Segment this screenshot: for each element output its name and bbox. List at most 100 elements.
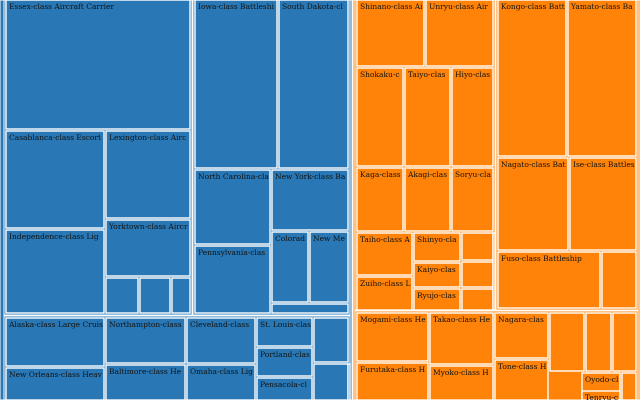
treemap-tile-label: North Carolina-cla: [198, 172, 269, 181]
treemap-tile[interactable]: [549, 312, 585, 372]
treemap-tile-label: Yorktown-class Aircr: [108, 222, 188, 231]
treemap-tile[interactable]: [497, 0, 567, 157]
treemap-tile[interactable]: [105, 317, 186, 364]
treemap-tile[interactable]: [621, 372, 637, 400]
treemap-tile[interactable]: [105, 130, 191, 219]
treemap-tile[interactable]: [356, 362, 429, 400]
treemap-tile[interactable]: [356, 312, 429, 362]
treemap-tile-label: New Me: [313, 234, 345, 243]
treemap-tile[interactable]: [5, 130, 105, 229]
treemap-tile-label: New York-class Ba: [275, 172, 346, 181]
treemap-tile[interactable]: [567, 0, 637, 157]
treemap-tile-label: Tone-class H: [498, 362, 547, 371]
treemap-tile-label: Tenryu-c: [585, 393, 618, 400]
treemap-tile-label: Cleveland-class: [190, 320, 249, 329]
treemap-tile-label: Pensacola-cl: [260, 380, 308, 389]
treemap-tile-label: Kaga-class: [360, 170, 401, 179]
treemap-tile[interactable]: [356, 276, 413, 311]
treemap-tile-label: Shinano-class Ai: [360, 2, 423, 11]
treemap-tile[interactable]: [429, 365, 494, 400]
treemap-tile-label: Ryujo-clas: [417, 291, 456, 300]
treemap-tile[interactable]: [194, 169, 271, 245]
treemap-tile[interactable]: [461, 261, 494, 288]
treemap-tile[interactable]: [271, 169, 349, 231]
treemap-tile-label: Yamato-class Ba: [570, 2, 633, 11]
treemap-tile-label: Ise-class Battles: [573, 160, 635, 169]
treemap-tile[interactable]: [271, 231, 309, 303]
treemap-tile[interactable]: [194, 0, 278, 169]
treemap-tile[interactable]: [413, 262, 461, 288]
treemap-tile-label: South Dakota-cl: [282, 2, 343, 11]
treemap-tile-label: Myoko-class H: [433, 368, 489, 377]
treemap-tile-label: Essex-class Aircraft Carrier: [9, 2, 114, 11]
treemap-tile[interactable]: [5, 367, 105, 400]
treemap-tile-label: Oyodo-cl: [585, 375, 619, 384]
treemap-tile-label: Takao-class He: [433, 315, 491, 324]
treemap-tile[interactable]: [404, 167, 451, 232]
treemap-tile[interactable]: [105, 277, 139, 314]
treemap-tile[interactable]: [256, 377, 313, 400]
treemap-tile-label: Iowa-class Battleshi: [198, 2, 275, 11]
treemap-tile[interactable]: [356, 67, 404, 167]
treemap-tile[interactable]: [313, 363, 349, 400]
treemap-tile[interactable]: [451, 67, 494, 167]
treemap-tile-label: Soryu-cla: [455, 170, 491, 179]
treemap-tile[interactable]: [492, 232, 496, 311]
treemap-tile[interactable]: [425, 0, 494, 67]
treemap-tile[interactable]: [186, 364, 256, 400]
treemap-tile[interactable]: [278, 0, 349, 169]
treemap-tile[interactable]: [186, 317, 256, 364]
treemap-tile-label: Fuso-class Battleship: [501, 254, 582, 263]
treemap-tile[interactable]: [601, 251, 637, 309]
treemap-tile[interactable]: [497, 157, 569, 251]
treemap-tile[interactable]: [461, 288, 494, 311]
treemap-tile[interactable]: [105, 364, 186, 400]
treemap-tile-label: Hiyo-clas: [455, 70, 490, 79]
treemap-tile[interactable]: [413, 288, 461, 311]
treemap-tile[interactable]: [313, 317, 349, 363]
treemap-tile[interactable]: [5, 0, 191, 130]
treemap-tile[interactable]: [256, 347, 313, 377]
treemap-tile-label: Zuiho-class L: [360, 279, 410, 288]
treemap-tile[interactable]: [347, 363, 351, 400]
treemap-tile-label: Taiyo-clas: [408, 70, 446, 79]
treemap-tile[interactable]: [429, 312, 494, 365]
treemap-tile[interactable]: [497, 251, 601, 309]
treemap-tile[interactable]: [194, 245, 271, 314]
treemap-tile[interactable]: [139, 277, 171, 314]
treemap-tile-label: Kaiyo-clas: [417, 265, 456, 274]
treemap-tile-label: Unryu-class Air: [429, 2, 488, 11]
treemap-tile-label: Nagato-class Bat: [501, 160, 566, 169]
treemap-tile[interactable]: [612, 312, 637, 372]
treemap-tile-label: St. Louis-clas: [260, 320, 311, 329]
treemap-tile[interactable]: [494, 312, 549, 359]
treemap-tile-label: Omaha-class Lig: [190, 367, 253, 376]
treemap-tile[interactable]: [5, 317, 105, 367]
treemap-tile-label: Colorad: [275, 234, 305, 243]
treemap-tile-label: Northampton-class: [109, 320, 182, 329]
treemap-tile[interactable]: [171, 277, 191, 314]
treemap-tile[interactable]: [356, 167, 404, 232]
treemap-tile[interactable]: [413, 232, 461, 262]
treemap-tile[interactable]: [356, 0, 425, 67]
treemap-tile-label: Casablanca-class Escort: [9, 133, 101, 142]
treemap-tile-label: Independence-class Lig: [9, 232, 99, 241]
treemap-tile[interactable]: [494, 359, 549, 400]
treemap-tile-label: Kongo-class Batt: [501, 2, 565, 11]
treemap-tile[interactable]: [581, 390, 621, 400]
treemap-tile[interactable]: [5, 229, 105, 314]
treemap-tile[interactable]: [461, 232, 494, 261]
treemap-tile-label: Shinyo-cla: [417, 235, 457, 244]
treemap-tile[interactable]: [585, 312, 612, 372]
treemap-tile-label: Furutaka-class H: [360, 365, 426, 374]
treemap-tile[interactable]: [451, 167, 494, 232]
treemap-tile[interactable]: [569, 157, 637, 251]
treemap-tile[interactable]: [356, 232, 413, 276]
treemap-tile[interactable]: [105, 219, 191, 277]
treemap-tile[interactable]: [404, 67, 451, 167]
treemap-tile[interactable]: [256, 317, 313, 347]
treemap-tile[interactable]: [271, 303, 349, 314]
treemap-tile[interactable]: [309, 231, 349, 303]
